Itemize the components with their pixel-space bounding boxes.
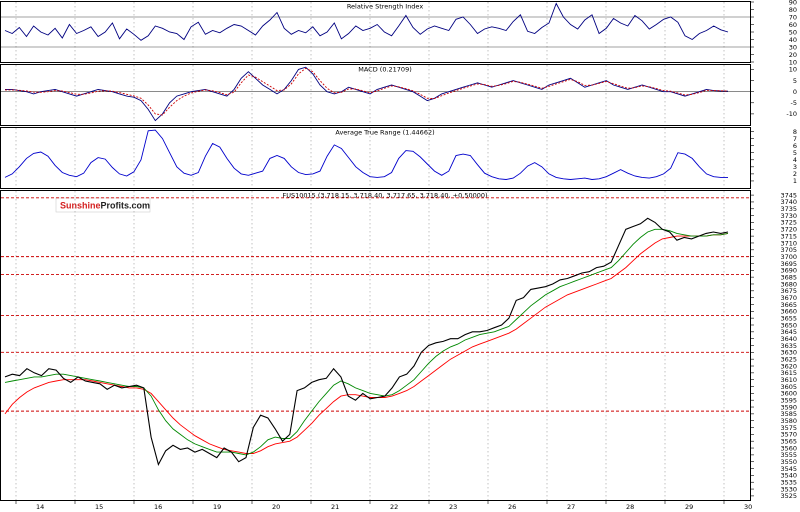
y-tick-label: 5 — [793, 149, 797, 157]
macd-title: MACD (0.21709) — [358, 66, 412, 74]
y-tick-label: 3595 — [780, 396, 797, 404]
rsi-title: Relative Strength Index — [347, 3, 424, 11]
y-tick-label: 70 — [789, 13, 797, 21]
y-tick-label: 5 — [793, 77, 797, 85]
atr-panel — [0, 127, 751, 189]
x-tick-label: 26 — [508, 503, 516, 511]
y-tick-label: 3745 — [780, 191, 797, 199]
price-y-axis-area — [751, 190, 800, 501]
y-tick-label: 3540 — [780, 472, 797, 480]
y-tick-label: 3585 — [780, 410, 797, 418]
y-tick-label: 3675 — [780, 287, 797, 295]
y-tick-label: 3735 — [780, 205, 797, 213]
ma-fast-line — [4, 228, 729, 456]
y-tick-label: 3695 — [780, 260, 797, 268]
macd-panel — [0, 64, 751, 126]
rsi-line — [4, 2, 729, 41]
y-tick-label: 3665 — [780, 301, 797, 309]
y-tick-label: 3525 — [780, 492, 797, 500]
y-tick-label: 3655 — [780, 314, 797, 322]
y-tick-label: 3590 — [780, 403, 797, 411]
x-tick-label: 28 — [626, 503, 634, 511]
y-tick-label: 3650 — [780, 321, 797, 329]
y-tick-label: 8 — [793, 128, 797, 136]
y-tick-label: 3600 — [780, 390, 797, 398]
y-tick-label: 3660 — [780, 308, 797, 316]
x-tick-label: 15 — [95, 503, 103, 511]
y-tick-label: 3530 — [780, 485, 797, 493]
y-tick-label: 3715 — [780, 232, 797, 240]
y-tick-label: 3565 — [780, 438, 797, 446]
y-tick-label: 3725 — [780, 219, 797, 227]
y-tick-label: 3550 — [780, 458, 797, 466]
x-tick-label: 22 — [390, 503, 398, 511]
logo: SunshineProfits.com — [55, 197, 151, 213]
y-tick-label: 3535 — [780, 479, 797, 487]
y-tick-label: 3640 — [780, 335, 797, 343]
y-tick-label: 3560 — [780, 444, 797, 452]
macd-line — [5, 66, 729, 122]
x-tick-label: 21 — [331, 503, 339, 511]
y-tick-label: 3620 — [780, 362, 797, 370]
y-tick-label: 80 — [789, 6, 797, 14]
y-tick-label: -10 — [786, 110, 797, 118]
y-tick-label: -5 — [791, 99, 797, 107]
price-panel — [0, 190, 751, 501]
y-tick-label: 6 — [793, 142, 797, 150]
y-tick-label: 2 — [793, 170, 797, 178]
y-tick-label: 3705 — [780, 246, 797, 254]
y-tick-label: 3710 — [780, 239, 797, 247]
y-tick-label: 50 — [789, 28, 797, 36]
rsi-panel — [0, 1, 751, 63]
y-tick-label: 3670 — [780, 294, 797, 302]
x-tick-label: 14 — [36, 503, 44, 511]
y-tick-label: 3630 — [780, 349, 797, 357]
y-tick-label: 10 — [789, 58, 797, 66]
price-title: FUS10015 (3,718.15, 3,718.40, 3,717.65, … — [282, 192, 487, 200]
y-tick-label: 3740 — [780, 198, 797, 206]
y-tick-label: 3575 — [780, 424, 797, 432]
x-tick-label: 16 — [154, 503, 162, 511]
y-tick-label: 20 — [789, 51, 797, 59]
y-tick-label: 90 — [789, 0, 797, 6]
y-tick-label: 3720 — [780, 226, 797, 234]
x-tick-label: 29 — [685, 503, 693, 511]
y-tick-label: 3625 — [780, 355, 797, 363]
y-tick-label: 3555 — [780, 451, 797, 459]
y-tick-label: 3615 — [780, 369, 797, 377]
y-tick-label: 3730 — [780, 212, 797, 220]
y-tick-label: 3635 — [780, 342, 797, 350]
y-tick-label: 3580 — [780, 417, 797, 425]
y-tick-label: 7 — [793, 135, 797, 143]
y-tick-label: 3610 — [780, 376, 797, 384]
y-tick-label: 4 — [793, 156, 797, 164]
y-tick-label: 3 — [793, 163, 797, 171]
x-tick-label: 20 — [272, 503, 280, 511]
y-tick-label: 0 — [793, 88, 797, 96]
y-tick-label: 3605 — [780, 383, 797, 391]
logo-text: SunshineProfits.com — [60, 201, 150, 211]
atr-title: Average True Range (1.44662) — [335, 129, 434, 137]
y-tick-label: 3690 — [780, 267, 797, 275]
y-tick-label: 3685 — [780, 273, 797, 281]
y-tick-label: 3545 — [780, 465, 797, 473]
price-line — [4, 217, 729, 466]
y-tick-label: 3700 — [780, 253, 797, 261]
x-tick-label: 23 — [449, 503, 457, 511]
y-tick-label: 40 — [789, 36, 797, 44]
y-tick-label: 30 — [789, 43, 797, 51]
x-tick-label: 27 — [567, 503, 575, 511]
x-tick-label: 19 — [213, 503, 221, 511]
y-tick-label: 10 — [789, 66, 797, 74]
y-tick-label: 3570 — [780, 431, 797, 439]
y-tick-label: 3645 — [780, 328, 797, 336]
x-tick-label: 30 — [744, 503, 752, 511]
atr-line — [4, 129, 728, 180]
y-tick-label: 3680 — [780, 280, 797, 288]
y-tick-label: 1 — [793, 177, 797, 185]
y-tick-label: 60 — [789, 21, 797, 29]
